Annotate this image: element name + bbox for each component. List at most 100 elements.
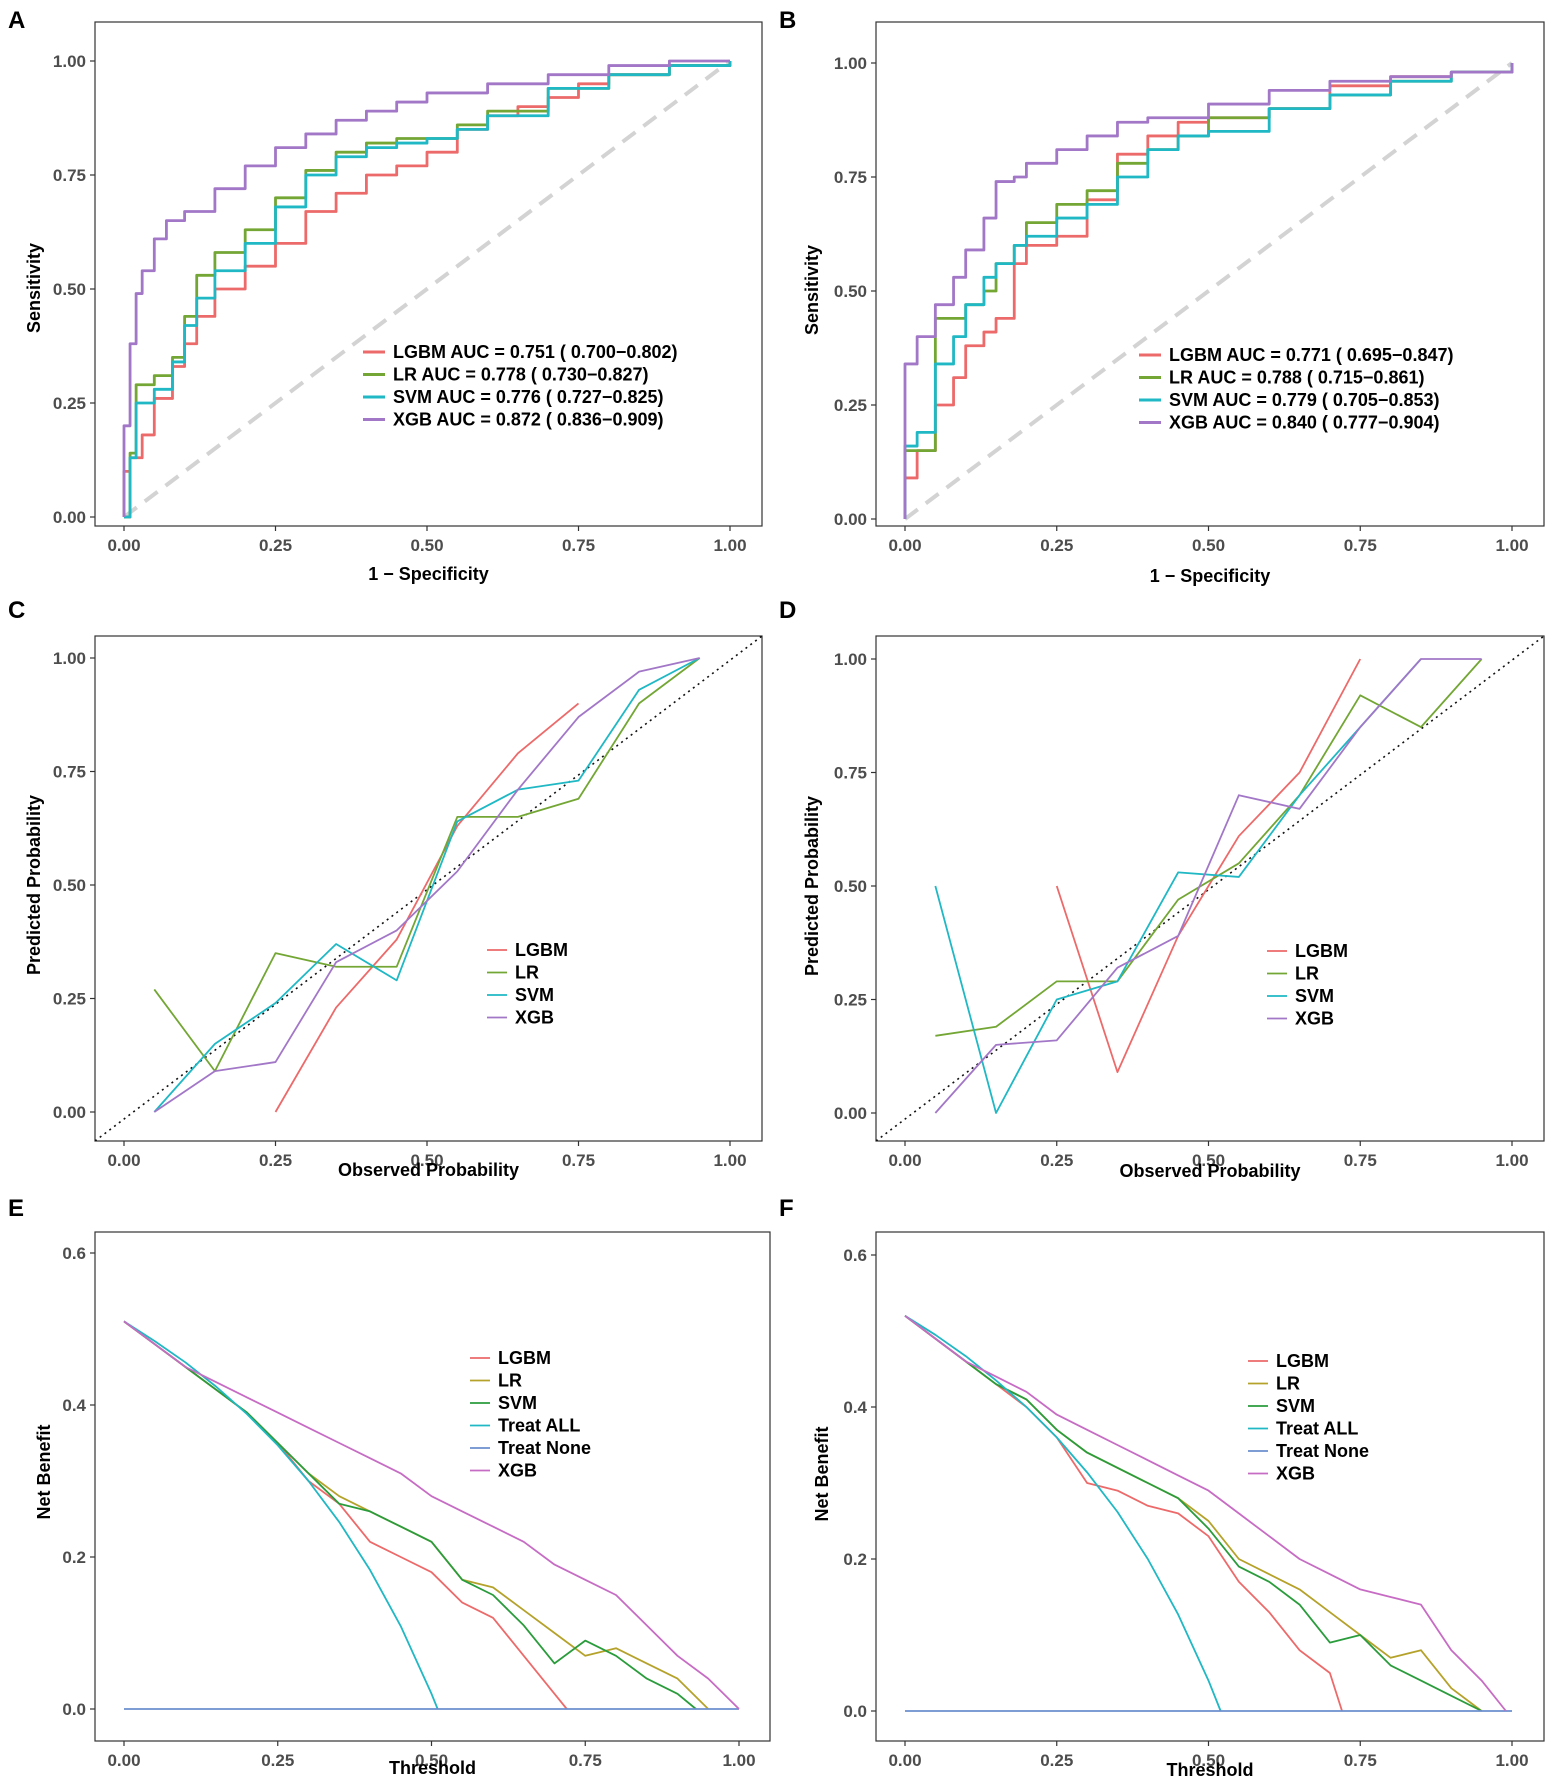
legend-label-xgb: XGB bbox=[498, 1461, 537, 1481]
x-tick-label: 1.00 bbox=[713, 1151, 746, 1170]
x-tick-label: 0.25 bbox=[1040, 1151, 1073, 1170]
y-tick-label: 0.75 bbox=[834, 168, 867, 187]
legend-label-lr: LR bbox=[1295, 964, 1319, 984]
legend-label-lgbm: LGBM bbox=[498, 1348, 551, 1368]
y-axis-title: Sensitivity bbox=[802, 245, 822, 335]
series-line-svm bbox=[904, 1315, 1483, 1712]
y-axis-title: Predicted Probability bbox=[802, 796, 822, 976]
x-axis-title: 1 − Specificity bbox=[368, 564, 489, 584]
y-tick-label: 0.4 bbox=[62, 1396, 86, 1415]
plot-frame bbox=[94, 21, 763, 527]
panel-D: D 0.00 0.25 0.50 0.75 1.00 0.00 0.25 0.50 0.75 1.0… bbox=[779, 597, 1545, 1181]
legend-label-lr: LR bbox=[498, 1371, 522, 1391]
y-tick-label: 0.75 bbox=[53, 166, 86, 185]
x-tick-label: 0.75 bbox=[1344, 536, 1377, 555]
x-tick-label: 0.25 bbox=[1040, 1751, 1073, 1770]
legend-label-treat: Treat None bbox=[498, 1438, 591, 1458]
x-axis-title: Threshold bbox=[389, 1758, 476, 1778]
reference-diagonal bbox=[903, 61, 1514, 521]
x-tick-label: 0.50 bbox=[1192, 1751, 1225, 1770]
x-tick-label: 0.25 bbox=[1040, 536, 1073, 555]
y-tick-label: 0.4 bbox=[843, 1398, 867, 1417]
legend-label-lgbm: LGBM AUC = 0.771 ( 0.695−0.847) bbox=[1169, 345, 1453, 365]
y-tick-label: 0.6 bbox=[62, 1244, 86, 1263]
series-line-svm bbox=[124, 61, 732, 519]
legend-label-lr: LR AUC = 0.788 ( 0.715−0.861) bbox=[1169, 368, 1424, 388]
y-axis-title: Net Benefit bbox=[812, 1426, 832, 1521]
panel-C: C 0.00 0.25 0.50 0.75 1.00 0.00 0.25 0.50 0.75 1.0… bbox=[8, 597, 763, 1180]
panel-B: B 0.00 0.25 0.50 0.75 1.00 0.00 0.25 0.50 0.75 1.0… bbox=[779, 7, 1545, 586]
x-tick-label: 1.00 bbox=[722, 1751, 755, 1770]
panel-letter: E bbox=[8, 1195, 24, 1222]
legend-label-svm: SVM bbox=[1295, 986, 1334, 1006]
x-axis-title: Observed Probability bbox=[338, 1160, 519, 1180]
legend-label-svm: SVM bbox=[1276, 1396, 1315, 1416]
x-tick-label: 0.00 bbox=[107, 1151, 140, 1170]
x-tick-label: 0.50 bbox=[1192, 536, 1225, 555]
legend-label-lr: LR bbox=[515, 963, 539, 983]
x-tick-label: 0.75 bbox=[562, 536, 595, 555]
x-tick-label: 1.00 bbox=[713, 536, 746, 555]
panel-A: A 0.00 0.25 0.50 0.75 1.00 0.00 0.25 0.50 0.75 1.0… bbox=[8, 7, 763, 584]
series-line-svm bbox=[123, 1320, 697, 1710]
plot-frame bbox=[94, 1231, 771, 1742]
series-line-treat bbox=[123, 1320, 439, 1710]
series-line-lgbm bbox=[274, 702, 580, 1113]
y-tick-label: 0.75 bbox=[834, 764, 867, 783]
series-line-xgb bbox=[904, 1315, 1507, 1712]
y-tick-label: 0.50 bbox=[53, 280, 86, 299]
y-axis-title: Sensitivity bbox=[24, 243, 44, 333]
x-axis-title: Observed Probability bbox=[1119, 1161, 1300, 1181]
reference-diagonal bbox=[95, 636, 762, 1141]
x-tick-label: 0.00 bbox=[888, 536, 921, 555]
series-line-xgb bbox=[934, 658, 1482, 1114]
plot-frame bbox=[875, 1231, 1545, 1742]
y-axis-title: Predicted Probability bbox=[24, 795, 44, 975]
series-line-svm bbox=[934, 658, 1422, 1114]
series-line-xgb bbox=[903, 63, 1514, 519]
y-tick-label: 1.00 bbox=[834, 54, 867, 73]
y-tick-label: 0.00 bbox=[834, 1104, 867, 1123]
y-tick-label: 0.50 bbox=[834, 877, 867, 896]
series-line-treat bbox=[904, 1315, 1222, 1712]
panel-E: E 0.00 0.25 0.50 0.75 1.00 0.0 0.2 0.4 0.6 Thresho… bbox=[8, 1195, 771, 1778]
y-tick-label: 0.0 bbox=[62, 1700, 86, 1719]
x-tick-label: 0.00 bbox=[107, 536, 140, 555]
panel-F: F 0.00 0.25 0.50 0.75 1.00 0.0 0.2 0.4 0.6 Thresho… bbox=[779, 1195, 1545, 1780]
y-tick-label: 0.50 bbox=[834, 282, 867, 301]
legend-label-lgbm: LGBM AUC = 0.751 ( 0.700−0.802) bbox=[393, 342, 677, 362]
series-line-xgb bbox=[123, 1320, 740, 1710]
x-tick-label: 1.00 bbox=[1495, 1151, 1528, 1170]
x-axis-title: Threshold bbox=[1166, 1760, 1253, 1780]
panel-letter: F bbox=[779, 1195, 794, 1222]
reference-diagonal bbox=[122, 59, 732, 519]
panel-letter: C bbox=[8, 597, 25, 624]
y-tick-label: 0.2 bbox=[843, 1550, 867, 1569]
legend-label-svm: SVM AUC = 0.779 ( 0.705−0.853) bbox=[1169, 390, 1439, 410]
legend-label-xgb: XGB AUC = 0.872 ( 0.836−0.909) bbox=[393, 410, 663, 430]
legend-label-lr: LR bbox=[1276, 1374, 1300, 1394]
y-tick-label: 0.25 bbox=[834, 396, 867, 415]
series-line-lr bbox=[935, 658, 1483, 1037]
legend-label-treat: Treat ALL bbox=[1276, 1419, 1358, 1439]
legend-label-lgbm: LGBM bbox=[1295, 941, 1348, 961]
legend-label-svm: SVM bbox=[498, 1393, 537, 1413]
panel-letter: A bbox=[8, 7, 25, 34]
plot-frame bbox=[875, 21, 1545, 527]
x-tick-label: 0.50 bbox=[1192, 1151, 1225, 1170]
reference-diagonal bbox=[876, 636, 1544, 1141]
y-tick-label: 0.25 bbox=[53, 394, 86, 413]
legend-label-xgb: XGB bbox=[1295, 1009, 1334, 1029]
x-tick-label: 0.75 bbox=[1344, 1751, 1377, 1770]
series-line-xgb bbox=[153, 657, 700, 1113]
y-axis-title: Net Benefit bbox=[34, 1424, 54, 1519]
y-tick-label: 0.6 bbox=[843, 1246, 867, 1265]
x-tick-label: 0.50 bbox=[415, 1751, 448, 1770]
y-tick-label: 1.00 bbox=[53, 52, 86, 71]
y-tick-label: 0.25 bbox=[53, 990, 86, 1009]
x-tick-label: 0.00 bbox=[888, 1751, 921, 1770]
series-line-lgbm bbox=[122, 61, 732, 517]
x-tick-label: 0.25 bbox=[259, 1151, 292, 1170]
x-tick-label: 1.00 bbox=[1495, 536, 1528, 555]
